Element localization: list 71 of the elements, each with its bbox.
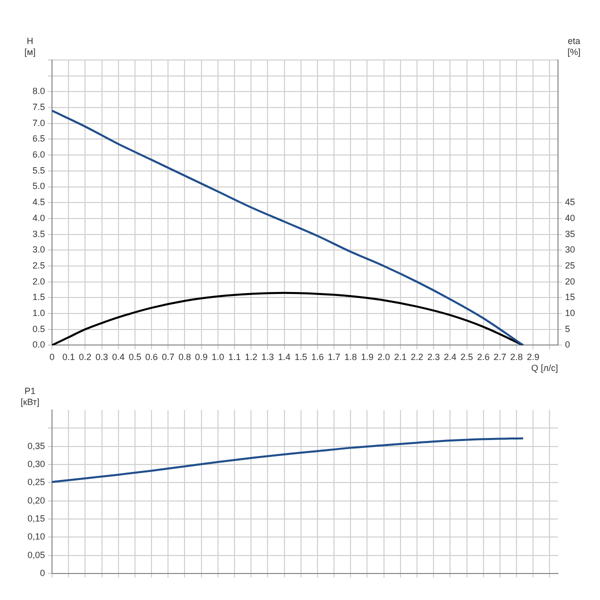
y2-tick-label: 15: [565, 292, 576, 302]
x-tick-label: 2.7: [494, 352, 506, 362]
x-tick-label: 1.9: [360, 352, 374, 362]
x-tick-label: 2.4: [444, 352, 456, 362]
y2-tick-label: 35: [565, 228, 576, 239]
y-axis-title: H [м]: [24, 36, 36, 57]
x-tick-label: 1.6: [311, 352, 324, 362]
y2-tick-label: 45: [565, 197, 576, 208]
y-tick-label: 0,35: [27, 440, 45, 451]
y2-tick-label: 25: [565, 260, 576, 270]
x-axis-title: Q [л/с]: [531, 363, 558, 374]
y-tick-label: 0,15: [27, 514, 45, 524]
y-tick-label: 1.0: [32, 308, 45, 318]
x-tick-label: 2.8: [510, 352, 523, 362]
x-tick-label: 1.2: [244, 352, 258, 362]
x-tick-label: 2.0: [378, 352, 390, 362]
x-tick-label: 2.9: [526, 352, 540, 362]
x-tick-label: 0.6: [145, 352, 158, 362]
y-tick-label: 2.5: [32, 260, 45, 270]
x-tick-label: 0: [49, 352, 55, 362]
y-tick-label: 0.0: [32, 340, 45, 350]
y2-tick-label: 0: [565, 340, 570, 350]
x-tick-label: 0.1: [62, 352, 75, 362]
line-series: [52, 110, 524, 346]
y-tick-label: 7.5: [32, 102, 45, 112]
y-tick-label: 3.0: [32, 244, 45, 255]
x-tick-label: 2.1: [394, 352, 407, 362]
x-tick-label: 1.7: [328, 352, 340, 362]
x-tick-label: 1.0: [212, 352, 224, 362]
x-tick-label: 2.6: [477, 352, 490, 362]
y-tick-label: 3.5: [32, 228, 45, 239]
x-tick-label: 0.2: [78, 352, 92, 362]
line-series: [52, 437, 524, 483]
y-tick-label: 7.0: [32, 118, 45, 128]
y-tick-label: 0.5: [32, 324, 45, 334]
x-tick-label: 1.5: [294, 352, 308, 362]
y-tick-label: 6.5: [32, 134, 45, 144]
x-tick-label: 0.5: [128, 352, 142, 362]
x-tick-label: 0.4: [112, 352, 125, 362]
x-tick-label: 1.8: [344, 352, 357, 362]
y-tick-label: 8.0: [32, 86, 45, 96]
y-tick-label: 4.5: [32, 197, 45, 208]
y-tick-label: 6.0: [32, 150, 45, 160]
y-tick-label: 0,25: [27, 477, 45, 488]
y-tick-label: 1.5: [32, 292, 45, 302]
x-tick-label: 0.7: [162, 352, 174, 362]
x-tick-label: 1.4: [278, 352, 291, 362]
y-tick-label: 2.0: [32, 276, 45, 286]
y-tick-label: 0,10: [27, 532, 45, 542]
y-tick-label: 0,05: [27, 550, 45, 560]
y2-tick-label: 5: [565, 324, 570, 334]
y-tick-label: 5.5: [32, 165, 45, 176]
y-tick-label: 0: [40, 568, 45, 578]
y2-tick-label: 20: [565, 276, 576, 286]
x-tick-label: 2.2: [410, 352, 424, 362]
x-tick-label: 1.3: [261, 352, 274, 362]
y-tick-label: 0,30: [27, 459, 45, 470]
y-tick-label: 4.0: [32, 212, 45, 223]
x-tick-label: 2.5: [460, 352, 474, 362]
y2-axis-title: eta [%]: [567, 36, 581, 57]
y2-tick-label: 30: [565, 244, 576, 255]
y2-tick-label: 10: [565, 308, 576, 318]
x-tick-label: 1.1: [228, 352, 241, 362]
x-tick-label: 0.3: [96, 352, 108, 362]
x-tick-label: 0.9: [195, 352, 208, 362]
y2-tick-label: 40: [565, 212, 576, 223]
y-tick-label: 5.0: [32, 181, 45, 192]
y-axis-title: P1 [кВт]: [20, 386, 40, 407]
x-tick-label: 0.8: [178, 352, 191, 362]
y-tick-label: 0,20: [27, 495, 45, 506]
x-tick-label: 2.3: [427, 352, 440, 362]
